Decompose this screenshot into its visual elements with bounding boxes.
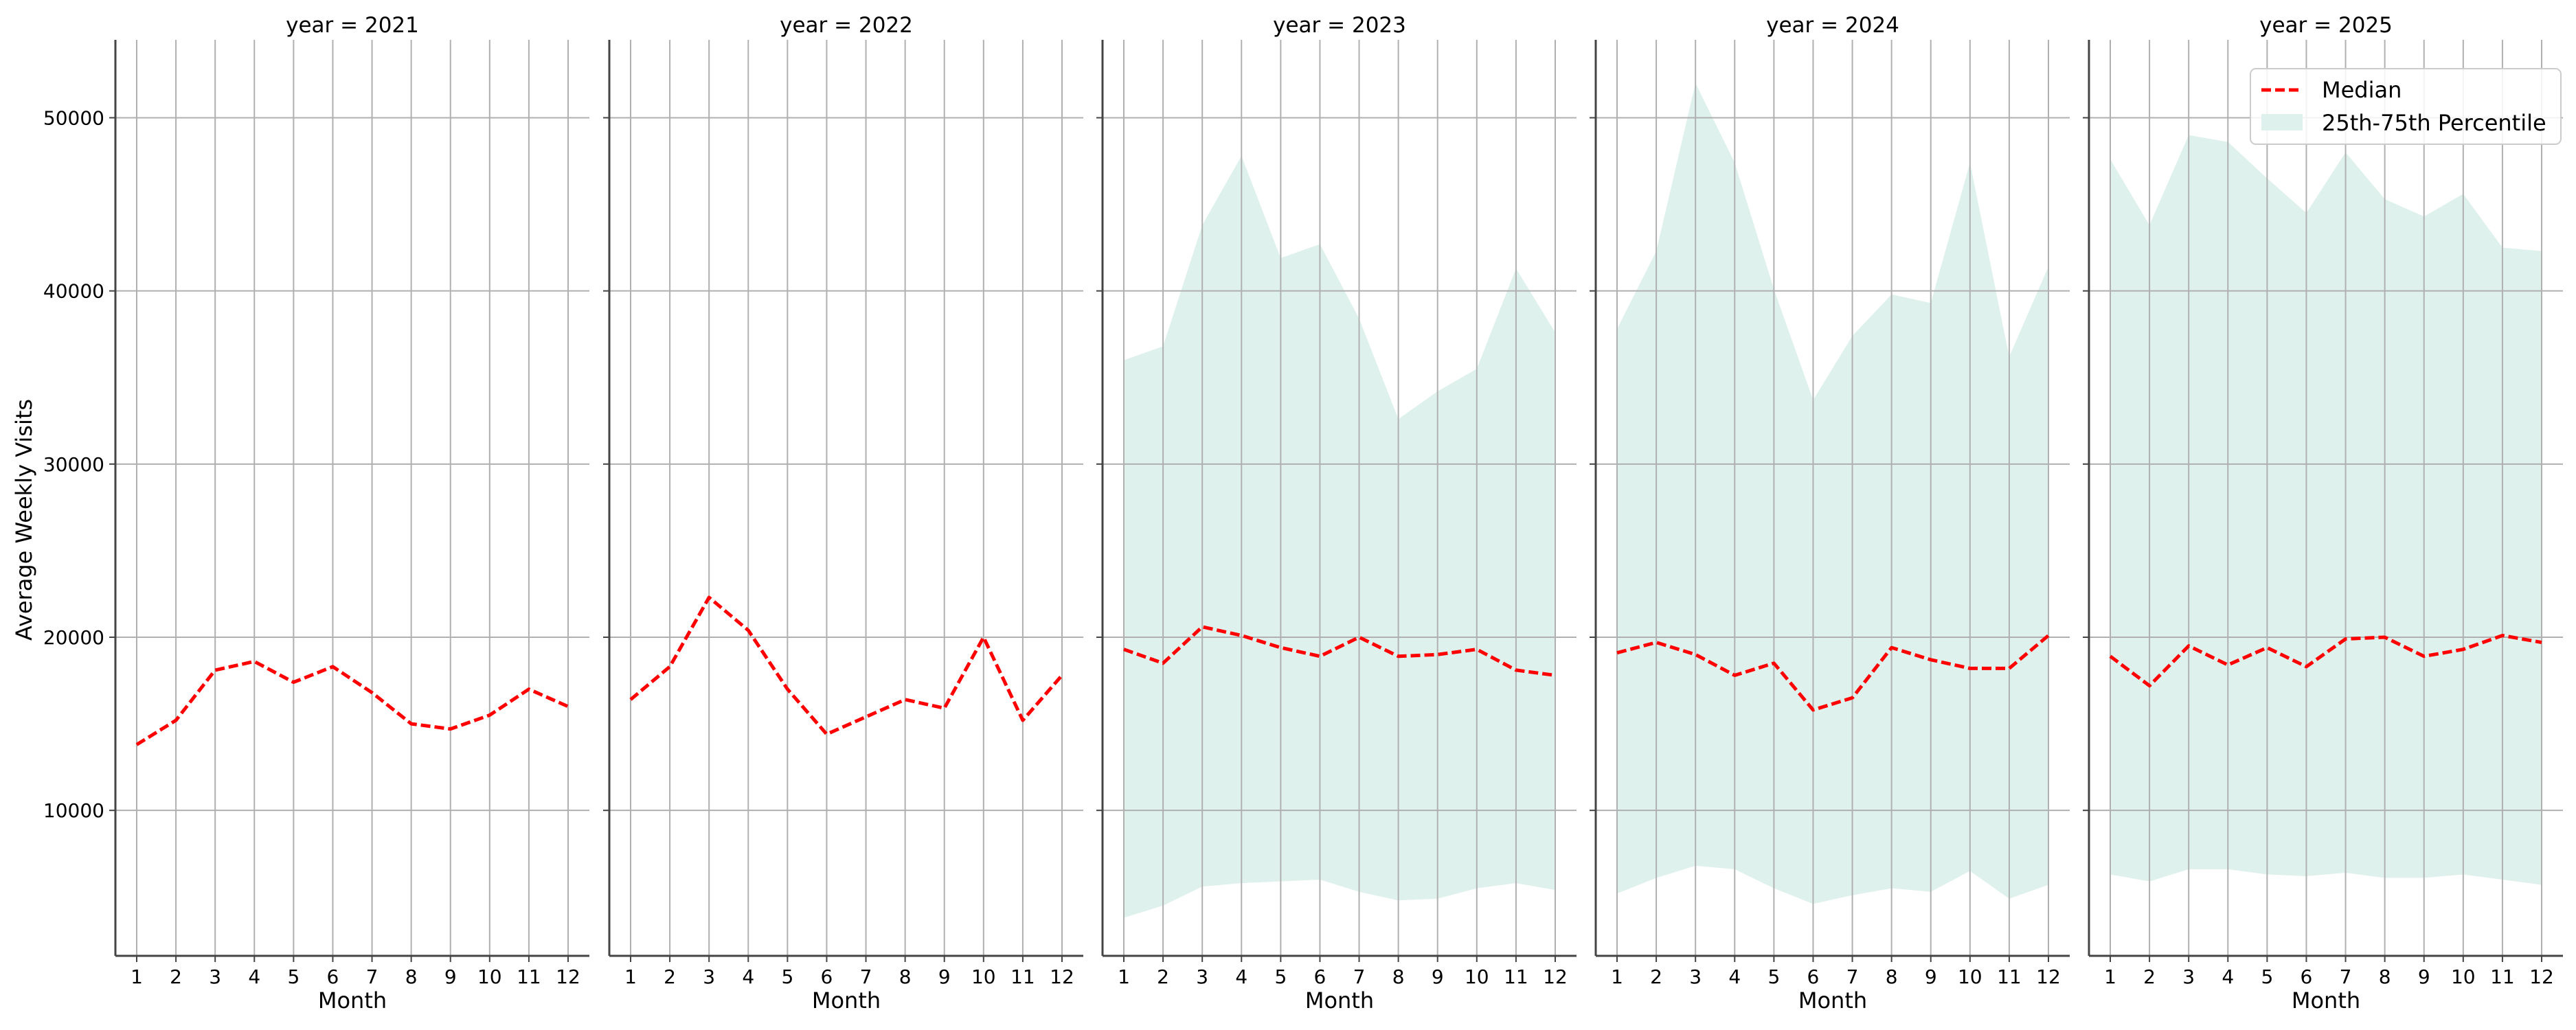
x-tick-label: 5: [2261, 965, 2273, 988]
x-tick-label: 7: [1846, 965, 1859, 988]
x-tick-label: 9: [1432, 965, 1444, 988]
y-tick-label: 10000: [43, 799, 104, 822]
x-tick-label: 3: [2182, 965, 2195, 988]
x-tick-label: 5: [1767, 965, 1780, 988]
x-tick-label: 1: [1118, 965, 1130, 988]
x-tick-label: 11: [517, 965, 541, 988]
x-axis-label: Month: [1798, 987, 1867, 1014]
legend: Median 25th-75th Percentile: [2250, 68, 2562, 145]
x-tick-label: 5: [781, 965, 793, 988]
y-tick-label: 40000: [43, 280, 104, 303]
panel-title: year = 2021: [286, 13, 419, 38]
x-tick-label: 4: [742, 965, 754, 988]
percentile-band: [2110, 135, 2542, 885]
x-tick-label: 3: [703, 965, 715, 988]
panel-title: year = 2025: [2259, 13, 2393, 38]
median-line: [1616, 634, 2050, 712]
median-line: [2109, 633, 2542, 688]
median-line: [1123, 625, 1556, 677]
legend-band-swatch: [2261, 114, 2303, 130]
x-tick-label: 2: [664, 965, 676, 988]
x-tick-label: 3: [1196, 965, 1208, 988]
x-tick-label: 11: [1504, 965, 1528, 988]
x-tick-label: 12: [556, 965, 580, 988]
panel-title: year = 2022: [780, 13, 913, 38]
x-tick-label: 7: [2340, 965, 2352, 988]
x-tick-label: 4: [1235, 965, 1247, 988]
x-tick-label: 2: [2143, 965, 2156, 988]
x-tick-label: 8: [405, 965, 418, 988]
x-tick-label: 2: [1157, 965, 1169, 988]
x-tick-label: 8: [2379, 965, 2391, 988]
x-tick-label: 8: [1392, 965, 1405, 988]
x-tick-label: 3: [209, 965, 221, 988]
x-tick-label: 1: [624, 965, 637, 988]
x-tick-label: 4: [248, 965, 260, 988]
x-axis-label: Month: [812, 987, 881, 1014]
x-axis-label: Month: [1305, 987, 1374, 1014]
x-tick-label: 9: [1925, 965, 1937, 988]
x-tick-label: 11: [1010, 965, 1035, 988]
x-tick-label: 12: [1050, 965, 1074, 988]
median-line: [629, 595, 1063, 736]
x-tick-label: 12: [2529, 965, 2554, 988]
x-tick-label: 5: [287, 965, 300, 988]
x-tick-label: 6: [2301, 965, 2313, 988]
x-tick-label: 6: [1314, 965, 1326, 988]
x-tick-label: 11: [1997, 965, 2022, 988]
y-tick-label: 30000: [43, 453, 104, 476]
x-tick-label: 6: [821, 965, 833, 988]
x-tick-label: 8: [899, 965, 912, 988]
x-tick-label: 10: [2451, 965, 2476, 988]
x-tick-label: 7: [366, 965, 379, 988]
y-tick-label: 50000: [43, 106, 104, 129]
percentile-band: [1617, 83, 2048, 904]
x-tick-label: 1: [1611, 965, 1623, 988]
y-axis-label: Average Weekly Visits: [11, 399, 37, 641]
x-tick-label: 12: [1543, 965, 1568, 988]
x-tick-label: 6: [1807, 965, 1820, 988]
x-tick-label: 1: [131, 965, 143, 988]
percentile-band: [1124, 155, 1555, 918]
y-tick-label: 20000: [43, 626, 104, 649]
x-tick-label: 2: [170, 965, 182, 988]
panel-title: year = 2024: [1766, 13, 1899, 38]
legend-frame: [2250, 68, 2562, 145]
x-tick-label: 10: [1958, 965, 1982, 988]
x-tick-label: 7: [1353, 965, 1366, 988]
x-tick-label: 11: [2490, 965, 2515, 988]
x-tick-label: 3: [1689, 965, 1702, 988]
x-axis-label: Month: [318, 987, 387, 1014]
x-tick-label: 4: [1728, 965, 1741, 988]
legend-median-label: Median: [2322, 77, 2402, 103]
x-axis-label: Month: [2292, 987, 2360, 1014]
x-tick-label: 10: [1465, 965, 1489, 988]
x-tick-label: 2: [1650, 965, 1662, 988]
x-tick-label: 4: [2222, 965, 2234, 988]
x-tick-label: 6: [327, 965, 339, 988]
x-tick-label: 5: [1274, 965, 1287, 988]
legend-band-label: 25th-75th Percentile: [2322, 110, 2546, 136]
x-tick-label: 10: [971, 965, 996, 988]
x-tick-label: 9: [2418, 965, 2430, 988]
median-line: [135, 659, 569, 746]
x-tick-label: 8: [1886, 965, 1898, 988]
x-tick-label: 9: [938, 965, 951, 988]
panel-1: 1 2 3 4 5 6 7 8 9 10 11 121000020000300004000050000…: [43, 13, 589, 1014]
x-tick-label: 9: [444, 965, 457, 988]
x-tick-label: 7: [860, 965, 872, 988]
panel-title: year = 2023: [1273, 13, 1406, 38]
x-tick-label: 12: [2036, 965, 2061, 988]
x-tick-label: 10: [477, 965, 502, 988]
x-tick-label: 1: [2104, 965, 2116, 988]
